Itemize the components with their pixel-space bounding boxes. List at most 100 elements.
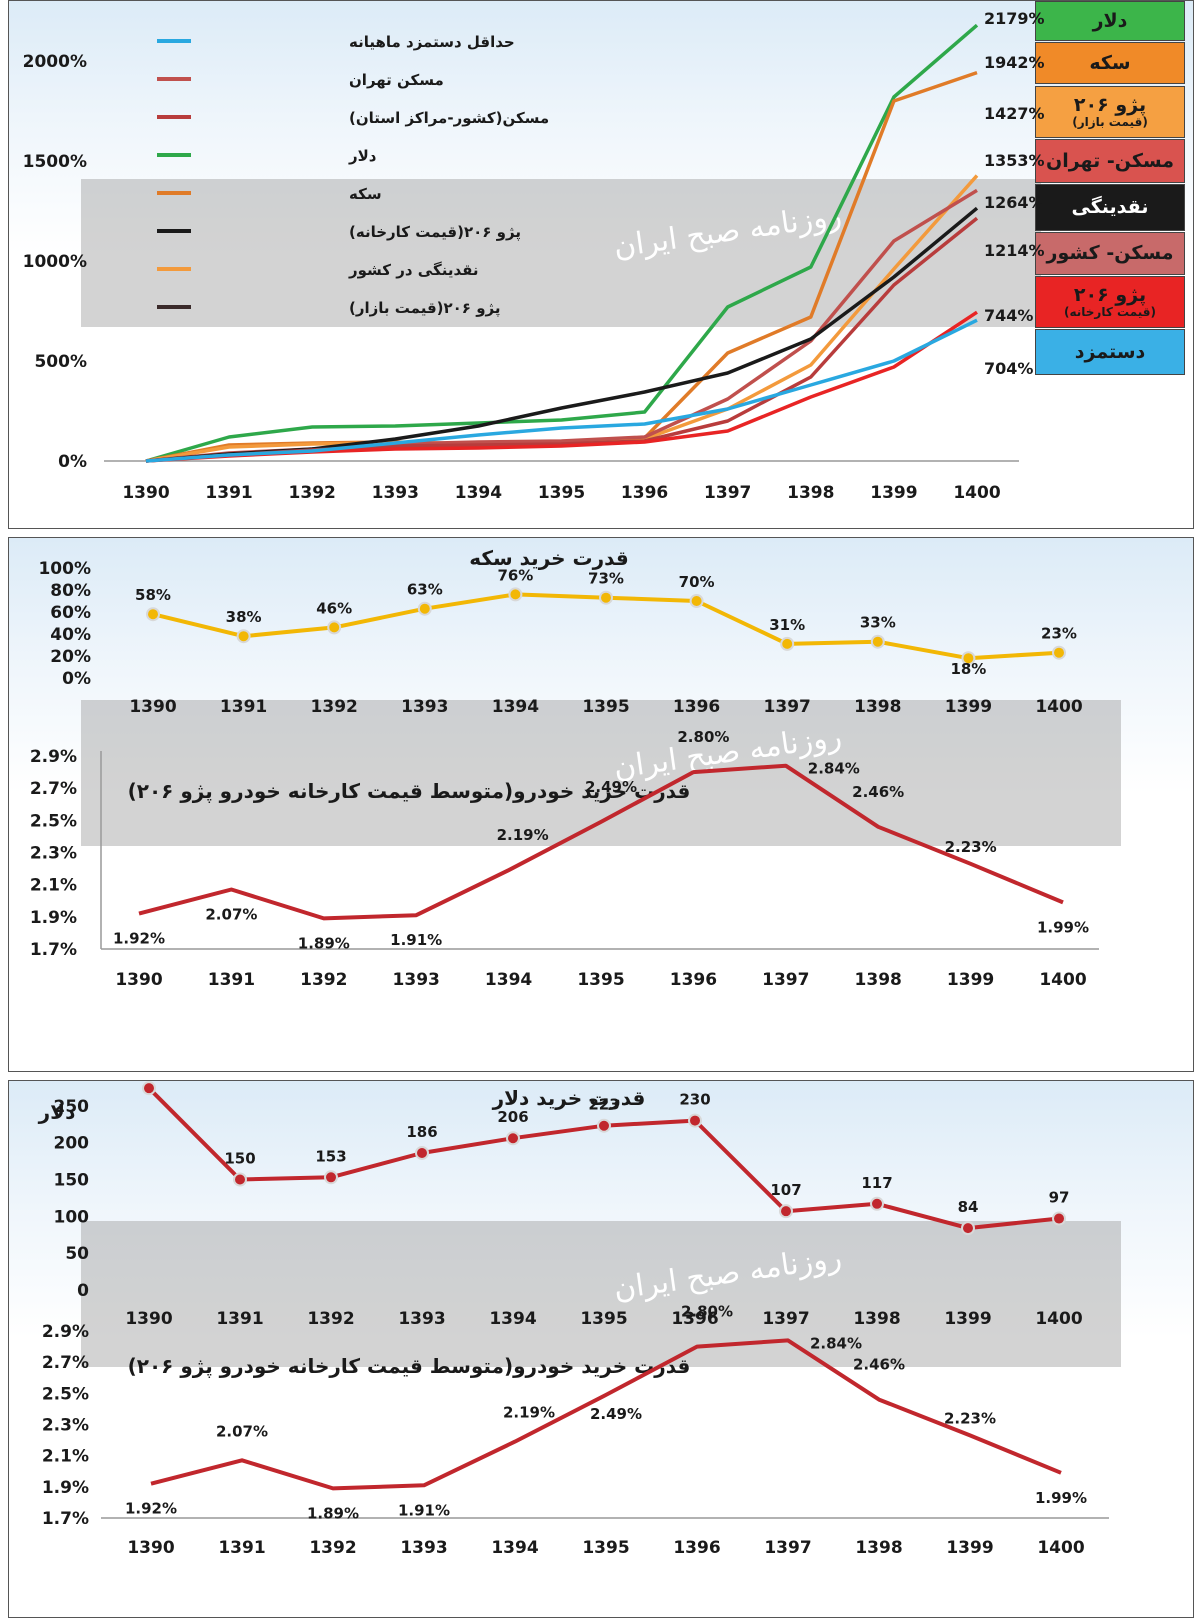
data-label: 186 <box>406 1123 437 1141</box>
x-tick-label: 1390 <box>125 1309 172 1329</box>
data-point <box>688 1113 702 1128</box>
series-end-value: 1214% <box>984 241 1045 260</box>
right-label-main: پژو ۲۰۶ <box>1073 93 1147 116</box>
data-label: 206 <box>497 1108 528 1126</box>
data-label: 70% <box>679 573 715 591</box>
data-label: 1.99% <box>1037 918 1089 936</box>
dollar-car-panel: روزنامه صبح ایران قدرت خرید دلار دلار 0 50 10… <box>8 1080 1194 1618</box>
data-label: 2.84% <box>810 1334 862 1352</box>
data-label: 117 <box>861 1174 892 1192</box>
right-label-box: سکه <box>1035 42 1185 84</box>
x-tick-label: 1398 <box>853 1309 900 1329</box>
x-tick-label: 1400 <box>953 483 1000 503</box>
chart-title: قدرت خرید خودرو(متوسط قیمت کارخانه خودرو… <box>128 779 691 804</box>
x-tick-label: 1392 <box>311 697 358 717</box>
x-tick-label: 1390 <box>127 1538 174 1558</box>
x-tick-label: 1394 <box>492 697 539 717</box>
data-label: 2.23% <box>944 1409 996 1427</box>
data-label: 153 <box>315 1147 346 1165</box>
data-label: 107 <box>770 1181 801 1199</box>
cumulative-growth-chart: روزنامه صبح ایران 0% 500% 1000% 1500% 2000% 13… <box>23 23 1019 503</box>
chart-title: قدرت خرید دلار <box>492 1086 646 1110</box>
x-tick-label: 1397 <box>764 697 811 717</box>
x-tick-label: 1398 <box>787 483 834 503</box>
x-tick-label: 1391 <box>205 483 252 503</box>
x-tick-label: 1393 <box>393 970 440 990</box>
data-point <box>1052 645 1066 660</box>
x-tick-label: 1391 <box>216 1309 263 1329</box>
x-tick-label: 1398 <box>854 697 901 717</box>
x-tick-label: 1398 <box>855 970 902 990</box>
data-point <box>236 629 251 644</box>
x-tick-label: 1390 <box>115 970 162 990</box>
data-point <box>508 587 523 602</box>
data-point <box>780 636 795 651</box>
x-tick-label: 1397 <box>762 970 809 990</box>
data-label: 73% <box>588 570 624 588</box>
cumulative-growth-panel: روزنامه صبح ایران 0% 500% 1000% 1500% 2000% 13… <box>8 0 1194 529</box>
right-label-main: سکه <box>1089 51 1131 74</box>
y-tick-label: 500% <box>34 352 87 372</box>
x-tick-label: 1399 <box>870 483 917 503</box>
right-label-box: مسکن- کشور <box>1035 232 1185 275</box>
y-tick-label: 250 <box>54 1097 90 1117</box>
y-tick-label: 0% <box>58 452 87 472</box>
y-tick-label: 2.1% <box>42 1447 89 1467</box>
y-axis-title: دلار <box>38 1100 76 1124</box>
series-line <box>145 174 979 463</box>
y-tick-label: 1.7% <box>42 1509 89 1529</box>
x-tick-label: 1400 <box>1039 970 1086 990</box>
x-tick-label: 1397 <box>762 1309 809 1329</box>
x-tick-label: 1391 <box>218 1538 265 1558</box>
x-tick-label: 1391 <box>220 697 267 717</box>
x-tick-label: 1396 <box>621 483 668 503</box>
x-tick-label: 1393 <box>372 483 419 503</box>
data-point <box>415 1145 429 1160</box>
data-label: 31% <box>769 616 805 634</box>
data-point <box>327 620 342 635</box>
data-label: 150 <box>224 1150 255 1168</box>
data-point <box>961 651 976 666</box>
y-tick-label: 1.7% <box>30 940 77 960</box>
data-label: 2.80% <box>681 1303 733 1321</box>
data-point <box>870 634 885 649</box>
y-tick-label: 200 <box>54 1134 90 1154</box>
y-tick-label: 1.9% <box>30 908 77 928</box>
x-tick-label: 1398 <box>855 1538 902 1558</box>
chart-title: قدرت خرید خودرو(متوسط قیمت کارخانه خودرو… <box>128 1354 691 1379</box>
x-tick-label: 1393 <box>401 697 448 717</box>
data-label: 2.46% <box>852 783 904 801</box>
data-label: 2.49% <box>590 1405 642 1423</box>
dollar-car-charts: روزنامه صبح ایران قدرت خرید دلار دلار 0 50 10… <box>38 1081 1109 1558</box>
x-tick-label: 1394 <box>485 970 532 990</box>
data-label: 1.92% <box>113 930 165 948</box>
y-tick-label: 1000% <box>23 252 87 272</box>
watermark-newspaper: روزنامه صبح ایران <box>612 1240 844 1307</box>
right-label-main: مسکن- کشور <box>1046 242 1174 265</box>
data-point <box>233 1172 247 1187</box>
series-line <box>145 318 978 463</box>
x-tick-label: 1396 <box>671 1309 718 1329</box>
legend-label: پژو ۲۰۶(قیمت کارخانه) <box>349 223 521 242</box>
y-tick-label: 80% <box>50 581 91 601</box>
y-tick-label: 100% <box>38 559 91 579</box>
data-label: 18% <box>950 660 986 678</box>
x-tick-label: 1400 <box>1037 1538 1084 1558</box>
data-label: 38% <box>226 608 262 626</box>
x-tick-label: 1396 <box>673 697 720 717</box>
data-point <box>961 1221 975 1236</box>
legend-label: مسکن تهران <box>349 71 444 89</box>
y-tick-label: 150 <box>54 1171 90 1191</box>
y-tick-label: 2.3% <box>30 844 77 864</box>
data-point <box>417 601 432 616</box>
right-label-box: دستمزد <box>1035 329 1185 375</box>
y-tick-label: 60% <box>50 603 91 623</box>
x-tick-label: 1390 <box>122 483 169 503</box>
x-tick-label: 1391 <box>208 970 255 990</box>
x-tick-label: 1397 <box>764 1538 811 1558</box>
series-end-value: 704% <box>984 359 1034 378</box>
data-label: 33% <box>860 614 896 632</box>
series-line <box>145 206 979 463</box>
x-tick-label: 1395 <box>580 1309 627 1329</box>
data-label: 76% <box>497 566 533 584</box>
